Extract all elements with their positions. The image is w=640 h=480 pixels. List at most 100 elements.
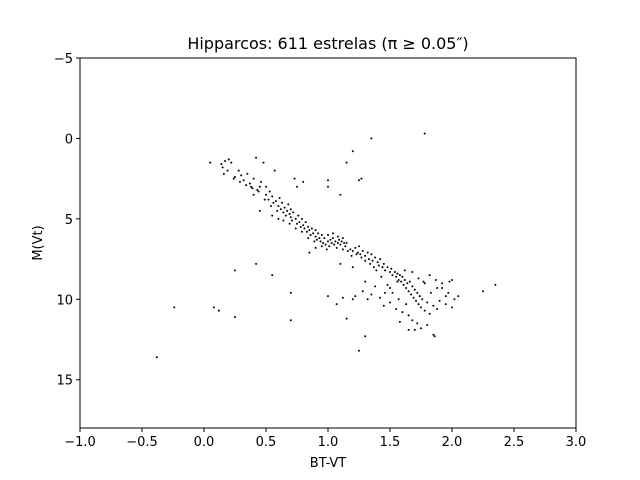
data-point: [271, 274, 274, 277]
data-point: [416, 291, 419, 294]
data-point: [273, 169, 276, 172]
data-point: [384, 291, 387, 294]
data-point: [423, 282, 426, 285]
data-point: [330, 242, 333, 244]
data-point: [314, 235, 317, 238]
data-point: [333, 243, 336, 246]
data-point: [364, 335, 367, 338]
data-point: [274, 200, 277, 203]
data-point: [234, 269, 236, 272]
data-point: [340, 240, 343, 243]
data-point: [265, 193, 267, 196]
data-point: [428, 274, 431, 277]
data-point: [433, 335, 436, 338]
data-point: [269, 205, 272, 207]
y-tick-label: 5: [65, 213, 73, 228]
data-point: [420, 327, 422, 330]
data-point: [288, 213, 291, 216]
data-point: [423, 309, 426, 312]
data-point: [494, 283, 497, 286]
data-point: [300, 230, 303, 233]
data-point: [339, 243, 342, 246]
data-point: [289, 216, 292, 219]
data-point: [401, 275, 404, 278]
data-point: [335, 303, 338, 306]
data-point: [428, 312, 431, 315]
data-point: [381, 266, 384, 269]
data-point: [380, 275, 383, 278]
data-point: [310, 227, 313, 230]
data-point: [354, 246, 357, 249]
data-point: [308, 251, 311, 254]
data-point: [222, 172, 225, 175]
data-point: [263, 198, 266, 201]
data-point: [322, 242, 325, 244]
data-point: [395, 275, 398, 278]
data-point: [447, 291, 450, 294]
x-tick-label: 1.5: [380, 435, 401, 450]
data-point: [283, 206, 286, 209]
data-point: [410, 293, 413, 296]
data-point: [258, 185, 261, 188]
data-point: [237, 169, 240, 172]
data-point: [349, 248, 352, 251]
data-point: [389, 270, 391, 273]
data-point: [375, 269, 378, 272]
data-point: [421, 298, 424, 301]
data-point: [389, 287, 391, 290]
data-point: [408, 280, 411, 283]
scatter-points: [155, 132, 497, 359]
data-point: [277, 205, 280, 207]
data-point: [329, 238, 332, 241]
data-point: [227, 158, 230, 161]
data-point: [279, 208, 282, 211]
data-point: [411, 319, 414, 322]
data-point: [250, 185, 253, 188]
y-tick-label: −5: [54, 52, 73, 67]
data-point: [370, 293, 373, 296]
data-point: [267, 198, 270, 201]
x-axis-title: BT-VT: [310, 456, 346, 471]
data-point: [379, 296, 382, 299]
data-point: [374, 256, 377, 259]
data-point: [367, 258, 370, 261]
data-point: [354, 295, 357, 298]
data-point: [434, 279, 437, 281]
data-point: [315, 238, 318, 241]
data-point: [246, 172, 249, 175]
data-point: [276, 209, 279, 212]
x-tick-label: 2.0: [442, 435, 463, 450]
x-tick-label: 2.5: [504, 435, 525, 450]
data-point: [436, 287, 439, 290]
data-point: [436, 307, 439, 310]
y-tick-label: 10: [56, 293, 73, 308]
data-point: [364, 254, 367, 257]
data-point: [417, 277, 420, 280]
data-point: [395, 307, 398, 310]
data-point: [212, 306, 215, 309]
data-point: [441, 287, 444, 290]
data-point: [173, 306, 176, 309]
data-point: [417, 303, 420, 306]
data-point: [407, 290, 410, 293]
data-point: [438, 299, 441, 302]
x-axis: −1.0 −0.5 0.0 0.5 1.0 1.5 2.0 2.5 3.0: [64, 428, 586, 450]
data-point: [415, 299, 418, 302]
data-point: [248, 182, 251, 185]
data-point: [397, 279, 400, 281]
data-point: [398, 274, 401, 277]
data-point: [298, 221, 301, 224]
data-point: [297, 214, 300, 217]
data-point: [405, 287, 408, 290]
data-point: [255, 262, 258, 265]
data-point: [407, 314, 410, 317]
data-point: [351, 250, 354, 253]
data-point: [240, 174, 243, 177]
data-point: [398, 320, 401, 323]
data-point: [400, 280, 403, 283]
data-point: [355, 253, 358, 256]
data-point: [382, 304, 385, 307]
data-point: [339, 193, 342, 196]
data-point: [299, 225, 302, 228]
